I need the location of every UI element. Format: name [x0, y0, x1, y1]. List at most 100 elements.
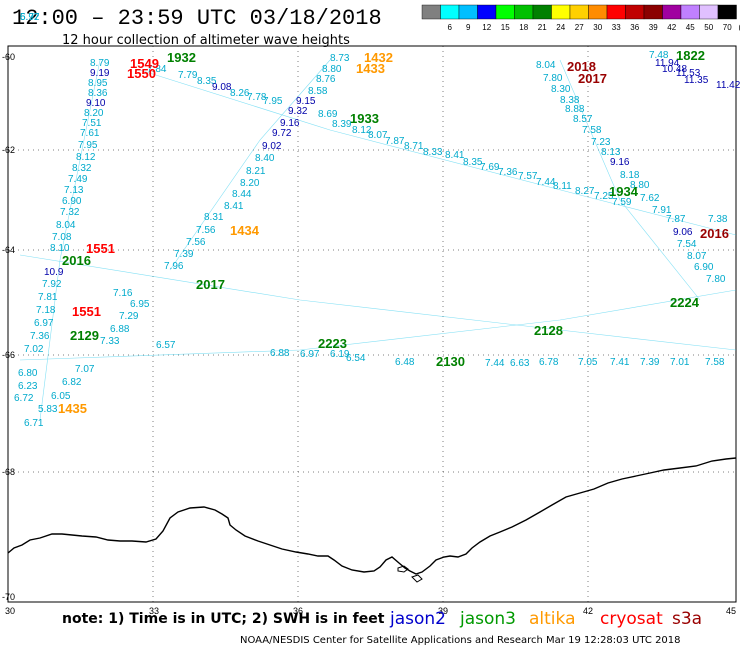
wave-height-value: 8.20	[240, 178, 260, 189]
wave-height-value: 7.38	[708, 214, 728, 225]
wave-height-value: 6.82	[62, 377, 82, 388]
wave-height-value: 11.94	[655, 58, 680, 69]
wave-height-value: 9.16	[280, 118, 300, 129]
pass-time-label: 1822	[676, 48, 705, 63]
wave-height-value: 6.97	[34, 318, 54, 329]
wave-height-value: 7.39	[640, 357, 660, 368]
wave-height-value: 7.39	[174, 249, 194, 260]
legend-tick-label: 27	[575, 23, 584, 32]
wave-height-value: 6.72	[14, 393, 34, 404]
pass-time-label: 2129	[70, 328, 99, 343]
wave-height-value: 9.02	[262, 141, 282, 152]
legend-swatch	[477, 4, 497, 20]
wave-height-value: 7.54	[677, 239, 697, 250]
wave-height-value: 8.21	[246, 166, 266, 177]
wave-height-value: 7.36	[498, 167, 518, 178]
legend-swatch	[440, 4, 460, 20]
satellite-legend-s3a: s3a	[672, 609, 703, 629]
legend-swatch	[514, 4, 534, 20]
credit-line: NOAA/NESDIS Center for Satellite Applica…	[240, 635, 681, 646]
wave-height-value: 7.08	[52, 232, 72, 243]
wave-height-value: 8.20	[84, 108, 104, 119]
wave-height-value: 7.16	[113, 288, 133, 299]
wave-height-value: 7.48	[649, 50, 669, 61]
wave-height-value: 10.9	[44, 267, 64, 278]
wave-height-value: 5.83	[38, 404, 58, 415]
wave-height-value: 8.07	[687, 251, 707, 262]
coastline-island	[397, 565, 409, 573]
wave-height-value: 7.23	[591, 137, 611, 148]
wave-height-value: 8.73	[330, 53, 350, 64]
wave-height-value: 7.49	[68, 174, 88, 185]
wave-height-value: 7.91	[652, 205, 672, 216]
wave-height-value: 8.80	[322, 64, 342, 75]
wave-height-value: 8.04	[56, 220, 76, 231]
wave-height-value: 7.58	[582, 125, 602, 136]
lon-label: 36	[293, 606, 303, 616]
legend-tick-label: 24	[556, 23, 565, 32]
wave-height-value: 6.90	[62, 196, 82, 207]
legend-tick-label: 50	[704, 23, 713, 32]
wave-height-value: 8.88	[565, 104, 585, 115]
pass-time-label: 1433	[356, 61, 385, 76]
wave-height-value: 6.05	[51, 391, 71, 402]
wave-height-value: 10.48	[662, 64, 687, 75]
wave-height-value: 11.42	[716, 80, 740, 91]
wave-height-value: 8.57	[573, 114, 593, 125]
wave-height-value: 8.11	[553, 181, 572, 192]
legend-tick-label: 15	[501, 23, 510, 32]
legend-tick-label: 70	[723, 23, 732, 32]
pass-time-label: 1932	[167, 50, 196, 65]
wave-height-value: 7.69	[480, 162, 500, 173]
wave-height-value: 9.19	[90, 68, 110, 79]
wave-height-value: 7.61	[80, 128, 100, 139]
wave-height-value: 8.36	[88, 88, 108, 99]
pass-time-label: 1434	[230, 223, 260, 238]
wave-height-value: 7.59	[612, 197, 632, 208]
wave-height-value: 8.26	[230, 88, 250, 99]
wave-height-value: 8.04	[536, 60, 556, 71]
pass-time-label: 2128	[534, 323, 563, 338]
wave-height-value: 8.58	[308, 86, 328, 97]
wave-height-value: 7.81	[38, 292, 58, 303]
wave-height-value: 8.18	[620, 170, 640, 181]
wave-height-value: 11.35	[684, 75, 709, 86]
legend-tick-label: 39	[649, 23, 658, 32]
wave-height-value: 6.72	[20, 12, 40, 23]
wave-height-value: 8.41	[445, 150, 465, 161]
wave-height-value: 6.78	[539, 357, 559, 368]
wave-height-value: 8.12	[76, 152, 96, 163]
pass-time-label: 1549	[130, 56, 159, 71]
wave-height-value: 7.01	[670, 357, 690, 368]
lat-label: -66	[2, 350, 15, 360]
satellite-tracks	[19, 59, 737, 421]
lat-label: -60	[2, 52, 15, 62]
wave-height-value: 8.30	[551, 84, 571, 95]
legend-swatch	[717, 4, 737, 20]
legend-tick-label: 45	[686, 23, 695, 32]
lon-label: 33	[149, 606, 159, 616]
legend-tick-label: 42	[667, 23, 676, 32]
wave-height-value: 7.79	[178, 70, 198, 81]
wave-height-value: 8.69	[318, 109, 338, 120]
pass-time-label: 1550	[127, 66, 156, 81]
wave-height-value: 8.79	[90, 58, 110, 69]
wave-height-value: 9.32	[288, 106, 308, 117]
legend-tick-label: 30	[593, 23, 602, 32]
wave-height-value: 8.35	[463, 157, 483, 168]
wave-height-value: 7.92	[42, 279, 62, 290]
coastline	[7, 457, 737, 575]
wave-height-value: 9.10	[86, 98, 106, 109]
footnote: note: 1) Time is in UTC; 2) SWH is in fe…	[62, 611, 385, 627]
wave-height-value: 7.56	[186, 237, 206, 248]
wave-height-value: 8.39	[332, 119, 352, 130]
legend-tick-label: 9	[466, 23, 471, 32]
lat-label: -70	[2, 592, 15, 602]
lon-axis-labels: 30 33 36 39 42 45	[5, 606, 736, 616]
wave-height-value: 6.95	[130, 299, 150, 310]
lon-label: 45	[726, 606, 736, 616]
wave-height-value: 8.35	[197, 76, 217, 87]
wave-height-value: 8.33	[423, 147, 443, 158]
satellite-legend-cryosat: cryosat	[600, 609, 663, 629]
wave-height-value: 7.07	[75, 364, 95, 375]
